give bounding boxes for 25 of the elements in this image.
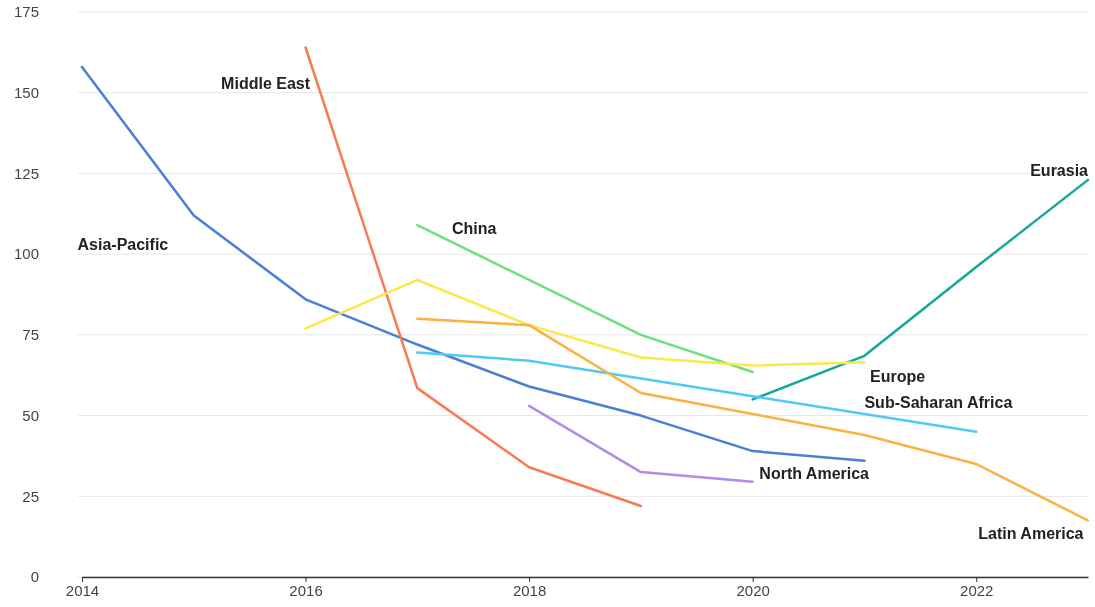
text: Asia-Pacific	[77, 236, 169, 254]
line-series	[416, 317, 1090, 522]
y-tick-label: 125	[13, 164, 39, 182]
line-series	[416, 223, 754, 374]
y-tick-label: 150	[13, 84, 39, 102]
y-tick-label: 175	[13, 3, 39, 21]
series-label: Middle East	[221, 74, 311, 92]
series-label: China	[451, 219, 497, 237]
y-tick-label: 75	[22, 326, 39, 344]
series-label: Europe	[870, 368, 926, 386]
x-tick-label: 2014	[65, 581, 100, 599]
x-tick-label: 2018	[512, 581, 547, 599]
x-tick-label: 2016	[289, 581, 323, 599]
x-tick-label: 2022	[960, 581, 994, 599]
y-tick-label: 100	[13, 245, 39, 263]
y-tick-label: 50	[22, 406, 39, 424]
y-tick-label: 25	[22, 487, 39, 505]
y-tick-label: 0	[30, 568, 39, 586]
series-label: Latin America	[978, 524, 1084, 542]
line-series	[80, 65, 866, 463]
series-label: Eurasia	[1030, 161, 1089, 179]
series-label: North America	[759, 465, 870, 483]
x-tick-label: 2020	[736, 581, 770, 599]
line-series	[304, 278, 866, 367]
series-label: Sub-Saharan Africa	[864, 394, 1013, 412]
